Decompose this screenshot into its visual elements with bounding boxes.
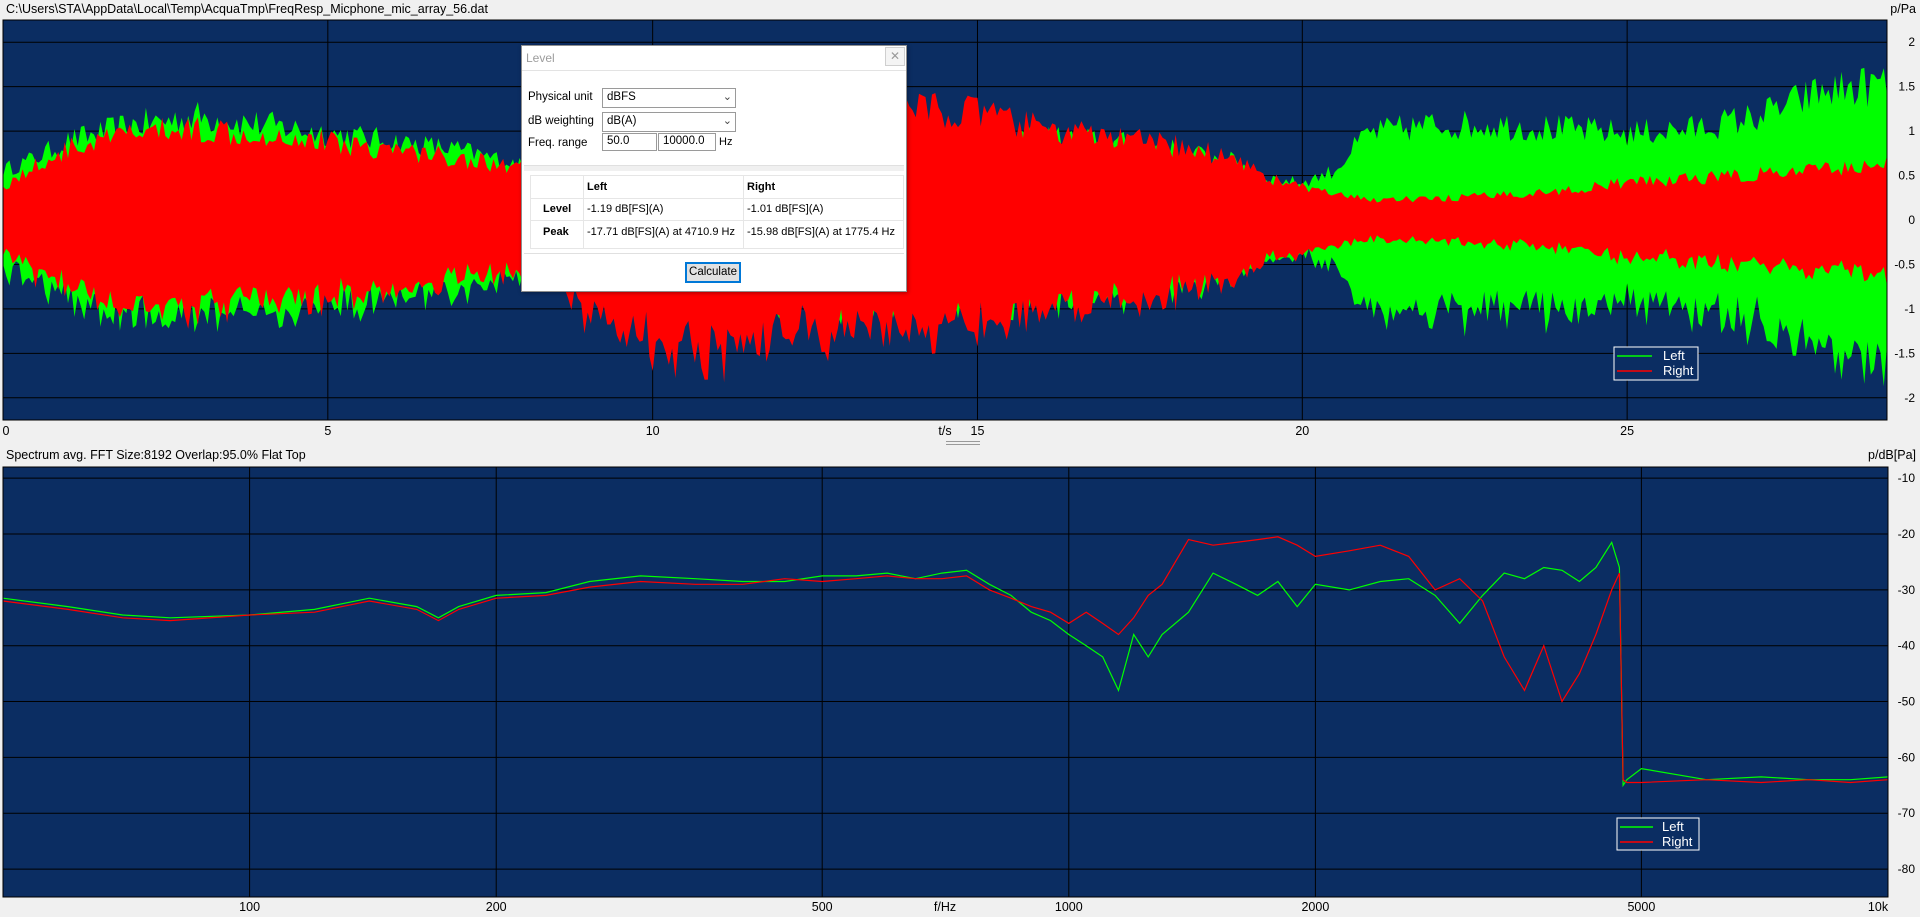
tick-label-x: 500 (812, 900, 833, 914)
dialog-titlebar[interactable]: Level ✕ (522, 46, 906, 71)
tick-label-x: 10 (646, 424, 660, 438)
series-left-line (2, 540, 1889, 788)
freq-range-label: Freq. range (528, 137, 588, 149)
weighting-label: dB weighting (528, 115, 594, 127)
tick-label-y: -80 (1898, 862, 1916, 876)
calculate-button[interactable]: Calculate (685, 262, 741, 283)
tick-label-y: -10 (1898, 471, 1916, 485)
tick-label-x: 200 (486, 900, 507, 914)
tick-label-x: 20 (1295, 424, 1309, 438)
table-divider (583, 176, 584, 248)
legend-label-left: Left (1662, 819, 1684, 834)
tick-label-x: 25 (1620, 424, 1634, 438)
chevron-down-icon: ⌄ (722, 91, 732, 103)
table-divider (743, 176, 744, 248)
row-header-level: Level (543, 203, 572, 215)
row-header-peak: Peak (543, 226, 569, 238)
tick-label-y: 2 (1908, 35, 1915, 49)
dialog-title: Level (526, 51, 555, 65)
spectrum-title: Spectrum avg. FFT Size:8192 Overlap:95.0… (6, 448, 306, 462)
weighting-value: dB(A) (607, 115, 637, 127)
freq-max-value: 10000.0 (663, 135, 705, 147)
tick-label-y: -2 (1904, 391, 1915, 405)
legend-label-right: Right (1662, 834, 1693, 849)
table-divider (531, 198, 903, 199)
axis-label-x: t/s (938, 424, 951, 438)
time-plot-header: C:\Users\STA\AppData\Local\Temp\AcquaTmp… (0, 0, 1920, 18)
tick-label-x: 0 (3, 424, 10, 438)
freq-min-value: 50.0 (607, 135, 630, 147)
physical-unit-label: Physical unit (528, 91, 593, 103)
spectrum-plot[interactable]: 100 200 500 1000 2000 5000 10k -10 -20 -30 -40 -50 -… (0, 464, 1920, 917)
time-plot-unit: p/Pa (1890, 2, 1916, 16)
legend-box (1616, 817, 1700, 851)
plot-background (3, 467, 1888, 897)
freq-min-input[interactable]: 50.0 (602, 133, 657, 151)
tick-label-y: -1.5 (1894, 346, 1915, 360)
tick-label-x: 2000 (1301, 900, 1329, 914)
physical-unit-value: dBFS (607, 91, 636, 103)
legend-label-right: Right (1663, 363, 1694, 378)
tick-label-y: 1.5 (1898, 80, 1915, 94)
tick-label-x: 10k (1868, 900, 1889, 914)
level-left-value: -1.19 dB[FS](A) (587, 203, 664, 215)
tick-label-x: 5 (324, 424, 331, 438)
tick-label-x: 100 (239, 900, 260, 914)
spectrum-plot-header: Spectrum avg. FFT Size:8192 Overlap:95.0… (0, 446, 1920, 464)
tick-label-y: -40 (1898, 639, 1916, 653)
tick-label-y: -60 (1898, 750, 1916, 764)
weighting-select[interactable]: dB(A) ⌄ (602, 112, 736, 132)
tick-label-x: 5000 (1627, 900, 1655, 914)
peak-left-value: -17.71 dB[FS](A) at 4710.9 Hz (587, 226, 735, 238)
dialog-separator (524, 253, 904, 254)
close-icon[interactable]: ✕ (885, 47, 905, 66)
dialog-separator (524, 165, 904, 171)
splitter-grip-icon[interactable] (946, 441, 980, 445)
time-plot[interactable]: 0 5 10 15 20 2521.510.50-0.5-1-1.5-2t/sLeftRi… (0, 18, 1920, 441)
tick-label-y: -0.5 (1894, 257, 1915, 271)
legend-box (1613, 346, 1699, 381)
axis-label-x: f/Hz (934, 900, 956, 914)
plot-frame (2, 466, 1889, 898)
plot-frame (2, 19, 1888, 421)
table-divider (531, 220, 903, 221)
legend-label-left: Left (1663, 348, 1685, 363)
spectrum-unit: p/dB[Pa] (1868, 448, 1916, 462)
tick-label-y: -1 (1904, 302, 1915, 316)
tick-label-y: -70 (1898, 806, 1916, 820)
freq-max-input[interactable]: 10000.0 (658, 133, 716, 151)
col-header-left: Left (587, 181, 608, 193)
physical-unit-select[interactable]: dBFS ⌄ (602, 88, 736, 108)
file-path: C:\Users\STA\AppData\Local\Temp\AcquaTmp… (6, 2, 488, 16)
tick-label-x: 15 (971, 424, 985, 438)
tick-label-x: 1000 (1055, 900, 1083, 914)
col-header-right: Right (747, 181, 776, 193)
chevron-down-icon: ⌄ (722, 115, 732, 127)
tick-label-y: 0 (1908, 213, 1915, 227)
peak-right-value: -15.98 dB[FS](A) at 1775.4 Hz (747, 226, 895, 238)
tick-label-y: 0.5 (1898, 169, 1915, 183)
tick-label-y: 1 (1908, 124, 1915, 138)
tick-label-y: -50 (1898, 695, 1916, 709)
tick-label-y: -20 (1898, 527, 1916, 541)
level-right-value: -1.01 dB[FS](A) (747, 203, 824, 215)
level-dialog: Level ✕ Physical unit dBFS ⌄ dB weightin… (521, 45, 907, 292)
results-table: Left Right Level -1.19 dB[FS](A) -1.01 d… (530, 175, 904, 249)
series-right-waveform (3, 61, 1887, 383)
series-right-line (2, 536, 1889, 784)
freq-unit-label: Hz (719, 136, 733, 148)
tick-label-y: -30 (1898, 583, 1916, 597)
